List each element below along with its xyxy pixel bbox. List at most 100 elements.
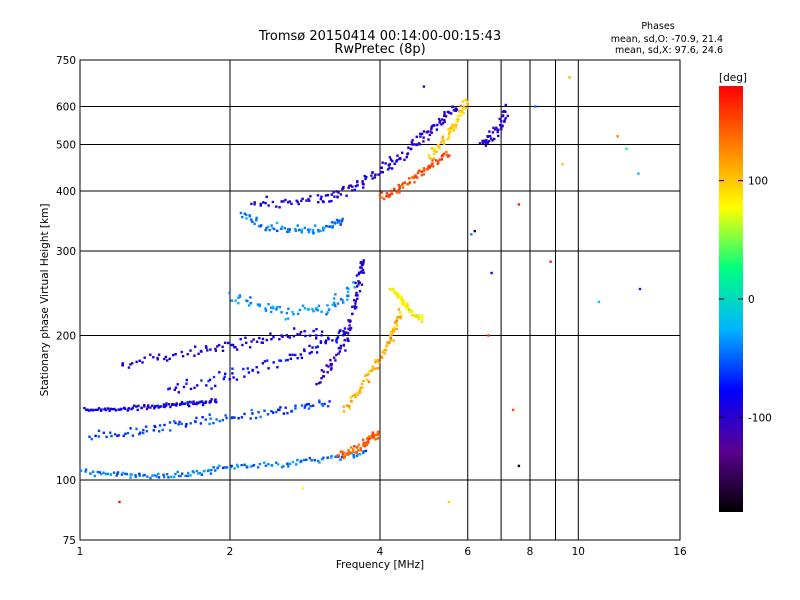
data-point — [360, 283, 364, 286]
data-point — [447, 128, 450, 131]
data-point — [196, 402, 199, 405]
y-tick-label: 200 — [56, 331, 76, 343]
data-point — [351, 451, 354, 455]
data-point — [391, 159, 394, 163]
data-point — [199, 349, 203, 353]
data-point — [290, 202, 293, 205]
data-point — [177, 391, 180, 394]
data-point — [342, 330, 345, 333]
data-point — [106, 472, 109, 476]
data-point — [235, 348, 239, 351]
data-point — [473, 229, 476, 233]
data-point — [288, 353, 292, 356]
data-point — [145, 430, 149, 433]
data-point — [123, 407, 127, 410]
data-point — [320, 377, 323, 380]
data-point — [334, 359, 337, 362]
data-point — [386, 341, 389, 344]
data-point — [104, 408, 108, 412]
data-point — [398, 191, 401, 194]
data-point — [363, 174, 366, 178]
data-point — [388, 334, 392, 337]
data-point — [495, 126, 498, 129]
data-point — [366, 440, 370, 443]
data-point — [341, 299, 344, 302]
data-point — [320, 334, 323, 337]
data-point — [167, 403, 171, 406]
data-point — [152, 429, 155, 432]
colorbar-tick-label: 100 — [748, 176, 768, 188]
data-point — [259, 202, 262, 206]
data-point — [331, 225, 334, 228]
colorbar-tick-label: -100 — [748, 412, 772, 424]
data-point — [393, 326, 396, 329]
data-point — [506, 114, 509, 118]
data-point — [116, 434, 119, 438]
data-point — [264, 201, 267, 205]
grid-lines — [79, 60, 681, 540]
data-point — [126, 409, 129, 412]
data-point — [443, 113, 446, 116]
data-point — [347, 327, 350, 331]
data-point — [305, 199, 308, 202]
data-point — [204, 418, 207, 421]
data-point — [426, 168, 430, 171]
data-point — [438, 119, 442, 123]
data-point — [433, 150, 436, 153]
data-point — [190, 401, 193, 404]
data-point — [186, 403, 190, 406]
data-point — [385, 344, 389, 347]
data-point — [224, 414, 227, 417]
data-point — [105, 435, 108, 439]
data-point — [362, 450, 365, 453]
data-point — [214, 384, 217, 388]
data-point — [162, 403, 166, 406]
data-point — [176, 470, 179, 474]
data-point — [121, 471, 125, 475]
data-point — [406, 153, 409, 156]
data-point — [276, 366, 279, 369]
data-point — [238, 295, 242, 298]
data-point — [252, 338, 255, 341]
data-point — [637, 172, 640, 175]
data-point — [306, 228, 310, 231]
data-point — [214, 347, 217, 351]
data-point — [414, 174, 417, 177]
data-point — [282, 200, 285, 203]
data-point — [288, 228, 291, 231]
data-point — [395, 191, 399, 194]
data-point — [214, 349, 218, 352]
data-point — [186, 353, 189, 356]
data-point — [308, 344, 311, 348]
y-tick-label: 400 — [56, 186, 76, 198]
data-point — [255, 216, 258, 220]
data-point — [180, 402, 183, 406]
data-point — [291, 460, 295, 464]
data-point — [413, 143, 416, 146]
data-point — [258, 462, 262, 466]
data-point — [156, 358, 159, 361]
data-point — [388, 195, 391, 198]
data-point — [109, 407, 112, 411]
data-point — [303, 307, 307, 310]
data-point — [352, 448, 355, 451]
data-point — [354, 395, 357, 399]
data-point — [159, 405, 162, 408]
data-point — [264, 228, 267, 232]
data-point — [501, 115, 504, 118]
data-point — [388, 166, 391, 170]
data-point — [326, 311, 329, 314]
data-point — [441, 118, 444, 121]
data-point — [426, 130, 429, 133]
data-point — [231, 372, 234, 375]
data-point — [317, 304, 321, 307]
data-point — [491, 139, 494, 142]
data-point — [406, 302, 409, 305]
data-point — [321, 404, 324, 407]
data-point — [336, 221, 339, 225]
data-point — [301, 197, 304, 200]
data-point — [339, 450, 343, 454]
data-point — [296, 224, 299, 227]
data-point — [325, 313, 328, 316]
data-point — [503, 119, 506, 122]
